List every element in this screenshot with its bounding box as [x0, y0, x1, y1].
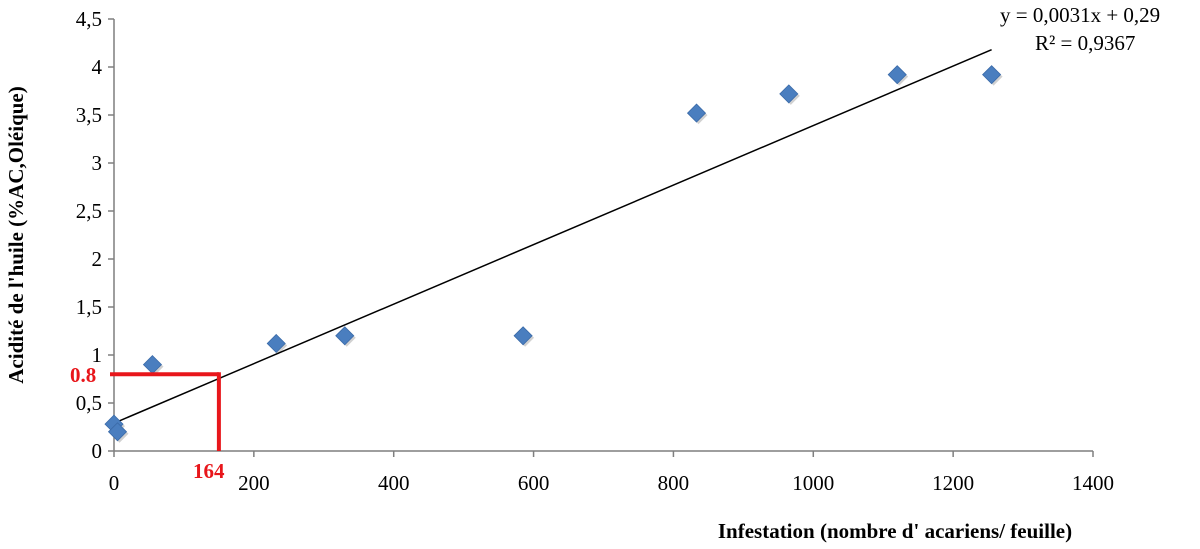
- data-point: [266, 333, 286, 354]
- data-point: [779, 84, 799, 104]
- y-tick-label: 1,5: [76, 295, 102, 319]
- trendline: [113, 48, 992, 424]
- trendline-r-squared: R² = 0,9367: [1035, 31, 1135, 55]
- x-tick-label: 800: [658, 471, 690, 495]
- data-point: [982, 65, 1002, 85]
- data-point: [335, 326, 355, 346]
- y-axis-title: Acidité de l'huile (%AC,Oléique): [4, 86, 28, 384]
- annotation-y-label: 0.8: [70, 363, 96, 387]
- y-tick-label: 4: [92, 55, 103, 79]
- data-points: [104, 65, 1003, 443]
- y-tick-label: 0,5: [76, 391, 102, 415]
- x-tick-label: 1000: [792, 471, 834, 495]
- x-tick-label: 600: [518, 471, 550, 495]
- data-point: [107, 422, 128, 442]
- x-tick-label: 200: [238, 471, 270, 495]
- y-tick-label: 1: [92, 343, 103, 367]
- annotation-x-label: 164: [193, 459, 225, 483]
- y-tick-label: 2,5: [76, 199, 102, 223]
- x-tick-label: 1400: [1072, 471, 1114, 495]
- x-ticks: 0 200 400 600 800 1000 1200 1400: [109, 451, 1114, 495]
- x-tick-label: 1200: [932, 471, 974, 495]
- trendline-equation: y = 0,0031x + 0,29: [1000, 3, 1160, 27]
- x-axis-title: Infestation (nombre d' acariens/ feuille…: [718, 519, 1072, 543]
- y-ticks: 0 0,5 1 1,5 2 2,5 3 3,5 4 4,5: [76, 7, 114, 463]
- axes: [113, 19, 1093, 452]
- data-point: [686, 103, 707, 123]
- y-tick-label: 0: [92, 439, 103, 463]
- x-tick-label: 400: [378, 471, 410, 495]
- y-tick-label: 2: [92, 247, 103, 271]
- x-tick-label: 0: [109, 471, 120, 495]
- y-tick-label: 3,5: [76, 103, 102, 127]
- annotation: 0.8 164: [70, 363, 225, 483]
- data-point: [513, 326, 533, 346]
- data-point: [887, 65, 907, 85]
- y-tick-label: 4,5: [76, 7, 102, 31]
- y-tick-label: 3: [92, 151, 103, 175]
